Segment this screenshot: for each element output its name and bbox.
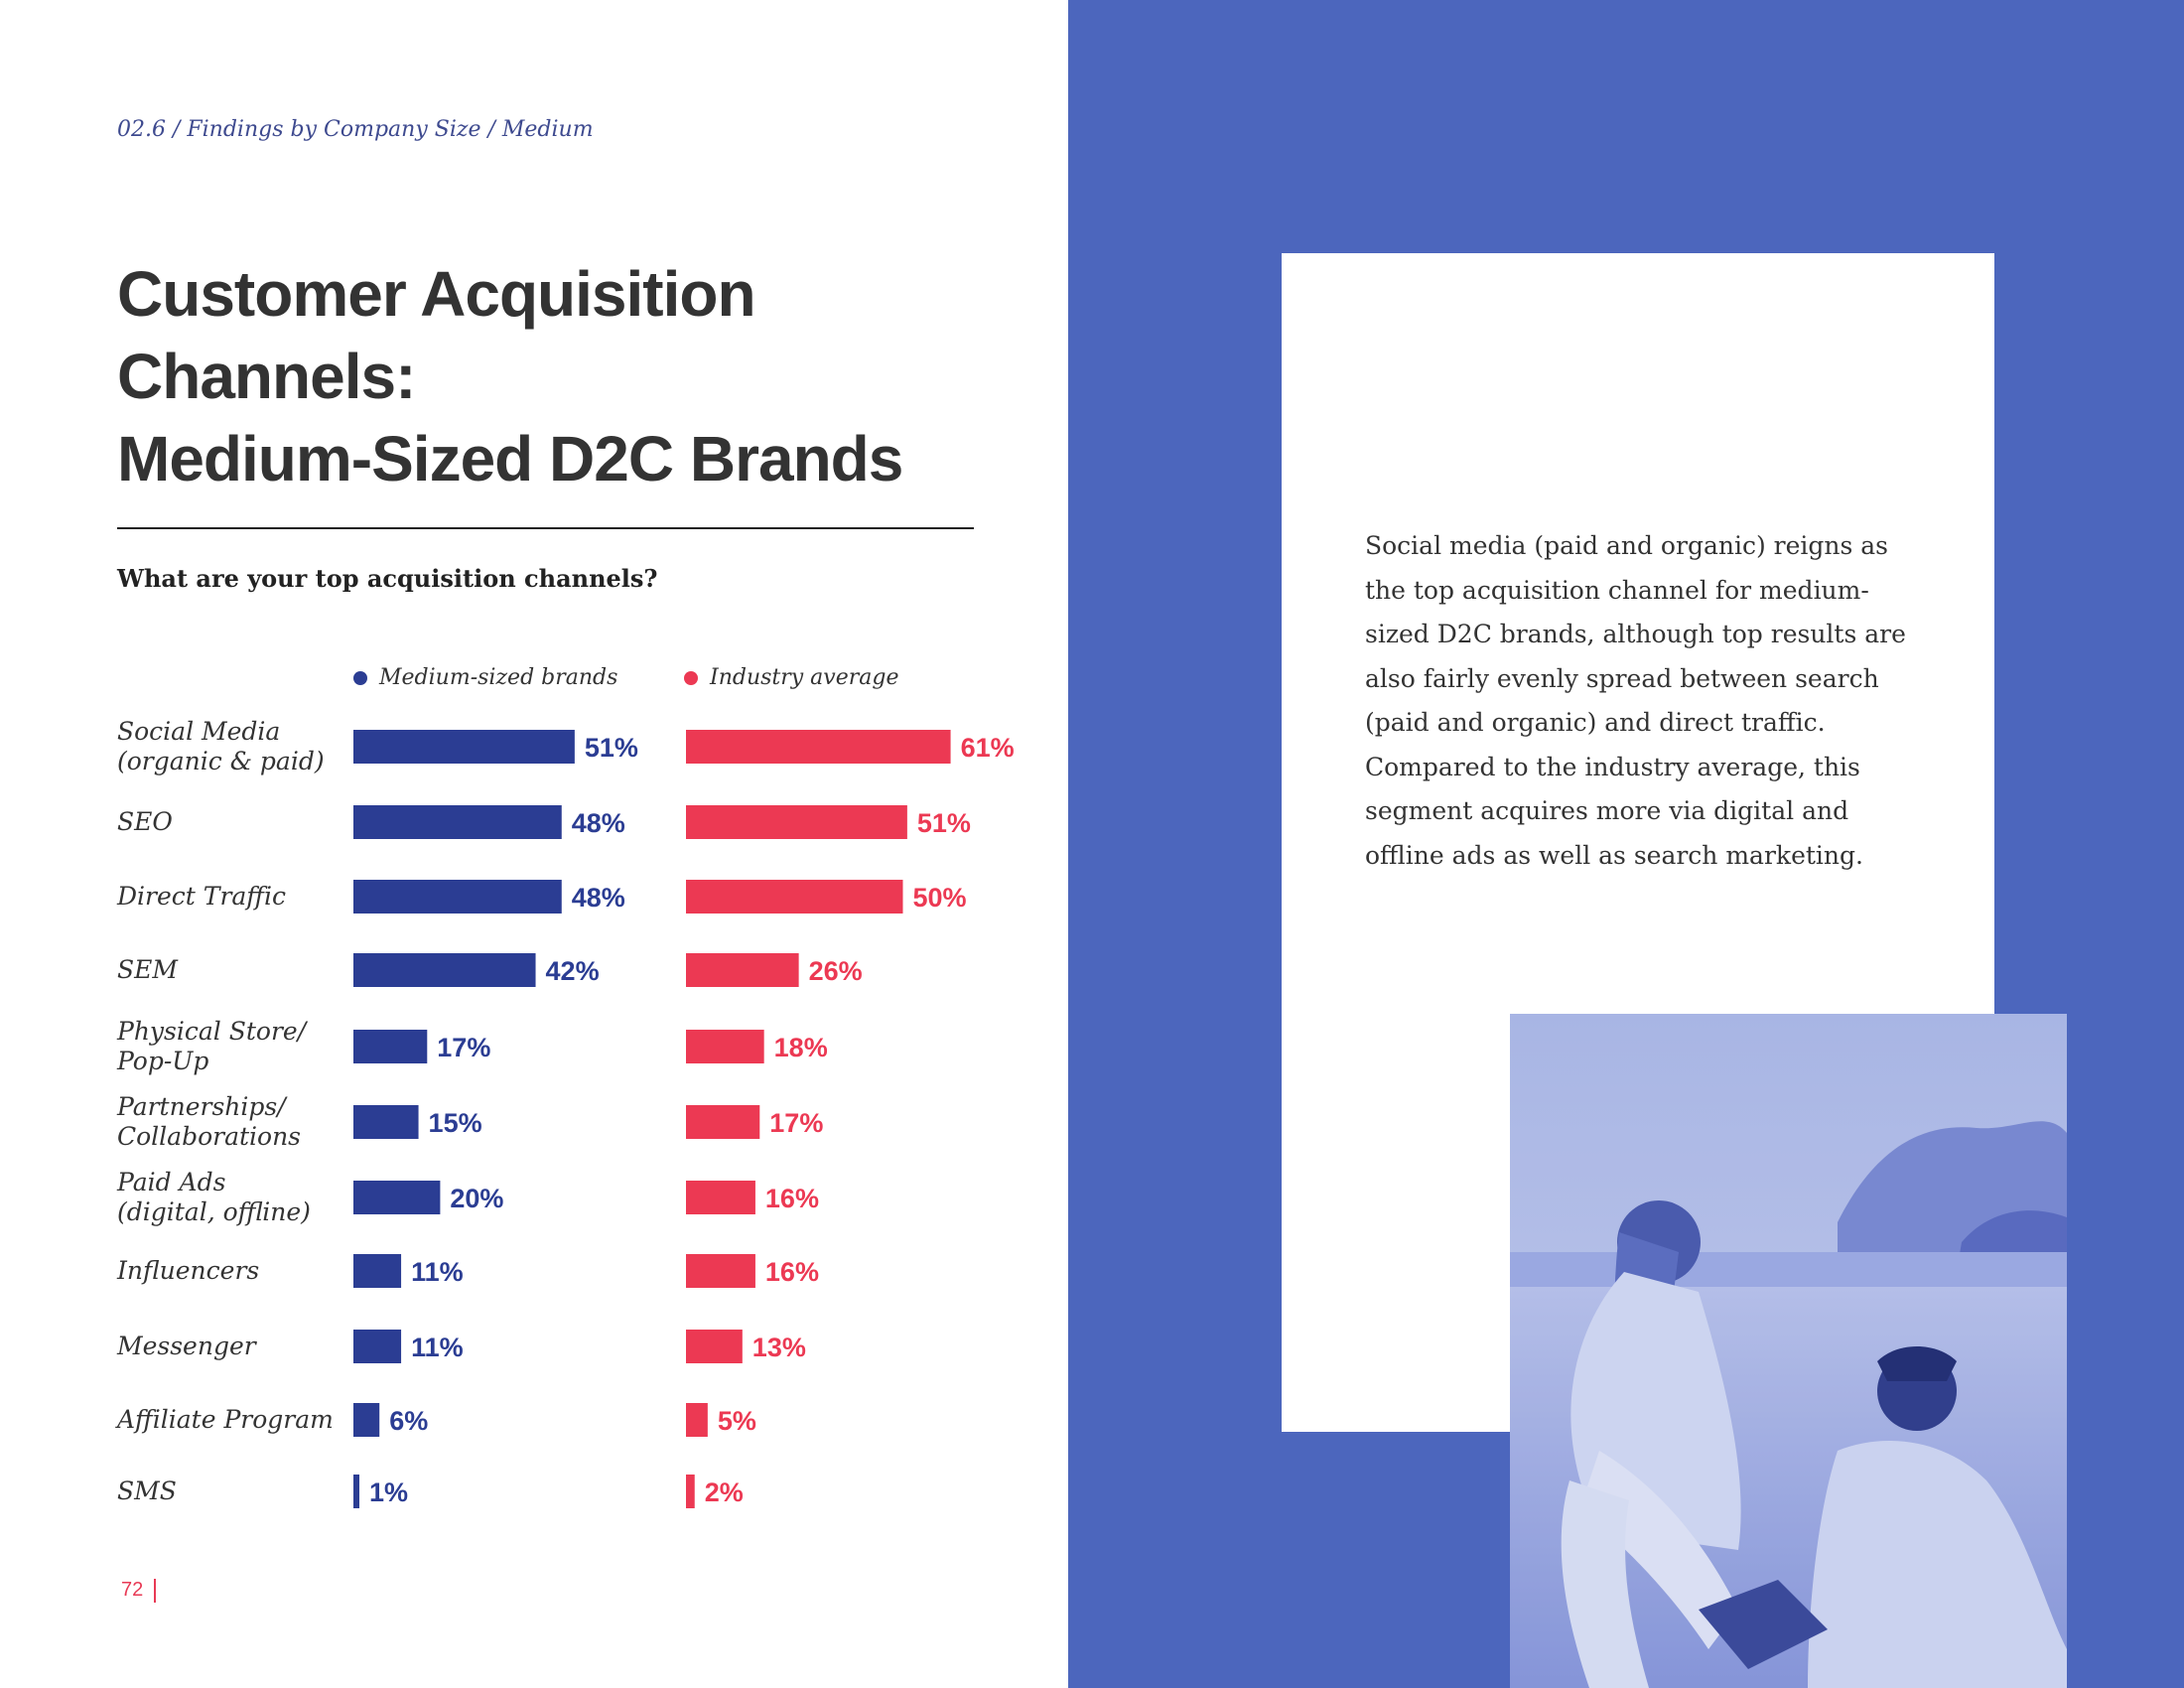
- category-label: Physical Store/: [116, 1017, 309, 1046]
- category-label: Direct Traffic: [116, 882, 286, 911]
- category-label: Paid Ads: [116, 1168, 225, 1196]
- category-label: SMS: [117, 1477, 177, 1505]
- bar-industry: [686, 1330, 743, 1363]
- bar-medium: [353, 1330, 402, 1363]
- title-line-1: Customer Acquisition: [117, 258, 756, 330]
- category-label: Influencers: [116, 1256, 259, 1285]
- bar-medium: [353, 1254, 402, 1288]
- bar-medium: [353, 1030, 428, 1063]
- value-label-industry: 2%: [705, 1477, 744, 1507]
- bar-industry: [686, 805, 907, 839]
- value-label-medium: 11%: [411, 1257, 464, 1287]
- legend-medium-label: Medium-sized brands: [379, 665, 618, 690]
- value-label-industry: 61%: [961, 733, 1015, 763]
- category-label: (digital, offline): [117, 1197, 311, 1226]
- legend-industry-label: Industry average: [710, 665, 899, 690]
- value-label-medium: 48%: [572, 808, 625, 838]
- value-label-medium: 1%: [369, 1477, 408, 1507]
- category-label: Affiliate Program: [115, 1405, 334, 1434]
- value-label-medium: 6%: [389, 1406, 428, 1436]
- bar-medium: [353, 1105, 419, 1139]
- bar-medium: [353, 880, 562, 914]
- summary-text: Social media (paid and organic) reigns a…: [1365, 531, 1906, 870]
- legend-medium: Medium-sized brands: [353, 665, 617, 690]
- value-label-industry: 5%: [718, 1406, 756, 1436]
- value-label-medium: 15%: [429, 1108, 482, 1138]
- value-label-industry: 13%: [752, 1333, 806, 1362]
- survey-question: What are your top acquisition channels?: [117, 564, 658, 593]
- value-label-industry: 16%: [765, 1257, 819, 1287]
- value-label-industry: 50%: [913, 883, 967, 913]
- bar-medium: [353, 1181, 441, 1214]
- category-label: Pop-Up: [116, 1047, 208, 1075]
- legend-industry-dot: [684, 670, 698, 685]
- beach-photo: [1510, 1014, 2067, 1688]
- bar-industry: [686, 1254, 755, 1288]
- bar-industry: [686, 1030, 764, 1063]
- value-label-industry: 16%: [765, 1184, 819, 1213]
- category-label: Partnerships/: [116, 1092, 288, 1121]
- value-label-medium: 17%: [437, 1033, 490, 1062]
- bar-medium: [353, 1403, 380, 1437]
- bar-industry: [686, 1181, 755, 1214]
- legend-industry: Industry average: [684, 665, 898, 690]
- value-label-industry: 26%: [809, 956, 863, 986]
- value-label-industry: 18%: [774, 1033, 828, 1062]
- value-label-medium: 42%: [546, 956, 600, 986]
- value-label-industry: 51%: [917, 808, 971, 838]
- category-label: (organic & paid): [117, 747, 325, 775]
- bar-industry: [686, 1403, 708, 1437]
- acquisition-bar-chart: Social Media(organic & paid) 51% 61% SEO 48%…: [115, 717, 1015, 1508]
- category-label: SEM: [117, 955, 179, 984]
- bar-medium: [353, 805, 562, 839]
- breadcrumb: 02.6 / Findings by Company Size / Medium: [117, 117, 594, 142]
- page-number-divider: [154, 1579, 156, 1603]
- bar-industry: [686, 880, 903, 914]
- title-line-3: Medium-Sized D2C Brands: [117, 423, 903, 494]
- beach-photo-image: [1510, 1014, 2067, 1688]
- category-label: Social Media: [117, 717, 280, 746]
- value-label-industry: 17%: [769, 1108, 823, 1138]
- legend-medium-dot: [353, 670, 367, 685]
- value-label-medium: 11%: [411, 1333, 464, 1362]
- value-label-medium: 51%: [585, 733, 638, 763]
- bar-industry: [686, 730, 951, 764]
- category-label: Messenger: [116, 1332, 258, 1360]
- value-label-medium: 20%: [450, 1184, 503, 1213]
- title-divider: [117, 527, 974, 529]
- title-line-2: Channels:: [117, 341, 416, 412]
- bar-industry: [686, 953, 799, 987]
- bar-industry: [686, 1105, 760, 1139]
- bar-medium: [353, 1475, 359, 1508]
- value-label-medium: 48%: [572, 883, 625, 913]
- category-label: Collaborations: [117, 1122, 301, 1151]
- page-number: 72: [121, 1579, 144, 1601]
- page-title: Customer Acquisition Channels: Medium-Si…: [117, 253, 991, 500]
- bar-medium: [353, 730, 575, 764]
- bar-medium: [353, 953, 536, 987]
- bar-industry: [686, 1475, 695, 1508]
- category-label: SEO: [117, 807, 173, 836]
